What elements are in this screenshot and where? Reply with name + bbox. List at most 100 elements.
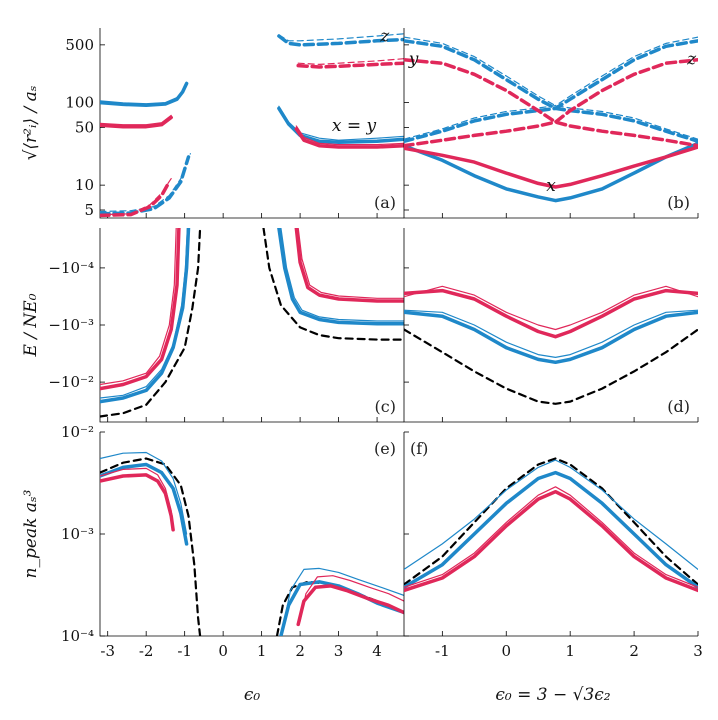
series-line [404, 310, 698, 365]
x-tick-label: 2 [629, 642, 639, 660]
series-line [100, 115, 173, 129]
series-line [100, 155, 191, 216]
series-line [296, 584, 404, 627]
annotation: x [546, 176, 556, 196]
series-line [277, 106, 404, 145]
series-line [294, 228, 404, 303]
panel-label: (a) [374, 193, 396, 212]
series-line [404, 309, 698, 358]
x-tick-label: 4 [372, 642, 382, 660]
x-axis-label-right: ϵ₀ = 3 − √3ϵ₂ [495, 685, 610, 705]
x-axis-label-left: ϵ₀ [244, 685, 261, 705]
annotation: x = y [332, 116, 377, 136]
series-line [404, 328, 698, 405]
series-line [100, 451, 188, 535]
panel-label: (c) [375, 397, 396, 416]
y-axis-label: n_peak aₛ³ [21, 489, 41, 578]
x-tick-label: 1 [565, 642, 575, 660]
panel-e: -3 -2 -1 0 1 2 3 4 10⁻⁴ 10⁻³ 10⁻² (e) n_peak aₛ³ [21, 423, 404, 660]
y-tick-label: 10 [75, 176, 94, 194]
x-tick-label: 1 [257, 642, 267, 660]
x-tick-label: 2 [295, 642, 305, 660]
x-tick-label: 3 [334, 642, 344, 660]
y-tick-label: 100 [65, 94, 94, 112]
x-tick-label: -1 [435, 642, 450, 660]
series-line [297, 58, 404, 66]
panel-f: -1 0 1 2 3 (f) [403, 431, 703, 660]
series-line [296, 61, 404, 69]
series-line [100, 467, 174, 527]
series-line [282, 567, 404, 629]
series-line [100, 81, 188, 105]
annotation: z [686, 49, 697, 69]
series-line [404, 285, 698, 331]
series-line [100, 153, 191, 213]
panel-b: x y z (b) [403, 28, 699, 219]
axes [99, 28, 404, 219]
panel-a: 5 10 50 100 500 x = y z (a) √⟨r²ᵢ⟩ / aₛ [21, 26, 404, 219]
series-line [294, 127, 404, 149]
series-line [404, 36, 698, 140]
x-tick-label: -3 [100, 642, 115, 660]
series-line [404, 486, 698, 588]
series-line [404, 288, 698, 339]
series-line [297, 228, 404, 299]
series-line [404, 470, 698, 590]
x-tick-label: -2 [139, 642, 154, 660]
series-line [100, 457, 202, 636]
y-tick-label: 500 [65, 36, 94, 54]
axes [403, 28, 698, 219]
panel-label: (e) [374, 439, 396, 458]
y-axis-label: √⟨r²ᵢ⟩ / aₛ [21, 85, 41, 160]
series-line [277, 228, 404, 326]
series-line [404, 39, 698, 144]
series-line [100, 228, 188, 399]
series-line [100, 228, 177, 386]
y-tick-label: 10⁻⁴ [61, 627, 94, 645]
series-line [278, 105, 404, 141]
series-line [100, 462, 189, 546]
series-line [100, 114, 172, 126]
series-line [404, 489, 698, 593]
annotation: z [379, 26, 390, 46]
series-line [299, 575, 404, 622]
y-tick-label: 5 [84, 201, 94, 219]
y-tick-label: 10⁻² [61, 423, 94, 441]
x-tick-label: -1 [177, 642, 192, 660]
x-tick-label: 0 [218, 642, 228, 660]
panel-label: (f) [410, 439, 428, 458]
panel-label: (d) [667, 397, 690, 416]
y-tick-label: 10⁻³ [61, 525, 94, 543]
series-line [100, 81, 189, 107]
series-line [100, 179, 172, 218]
series-line [404, 459, 698, 571]
series-line [404, 141, 698, 203]
series-line [100, 228, 191, 404]
y-tick-label: −10⁻⁴ [48, 259, 94, 277]
x-tick-label: 3 [693, 642, 703, 660]
annotation: y [408, 49, 419, 69]
y-tick-label: 50 [75, 118, 94, 136]
series-line [100, 228, 202, 418]
axes [99, 228, 404, 423]
series-line [277, 34, 404, 47]
y-tick-label: −10⁻³ [48, 316, 94, 334]
series-line [404, 145, 698, 189]
x-tick-label: 0 [501, 642, 511, 660]
y-tick-label: −10⁻² [48, 373, 94, 391]
series-line [280, 228, 404, 322]
panel-label: (b) [667, 193, 690, 212]
series-line [404, 36, 698, 140]
panel-d: (d) [403, 228, 699, 423]
series-line [100, 178, 172, 216]
y-axis-label: E / NE₀ [21, 293, 41, 357]
series-line [100, 473, 175, 532]
series-line [262, 228, 404, 341]
series-line [278, 33, 404, 42]
series-line [404, 457, 698, 586]
series-line [404, 58, 698, 148]
panel-c: −10⁻⁴ −10⁻³ −10⁻² (c) E / NE₀ [21, 228, 404, 423]
series-line [295, 125, 404, 146]
series-line [100, 228, 181, 391]
